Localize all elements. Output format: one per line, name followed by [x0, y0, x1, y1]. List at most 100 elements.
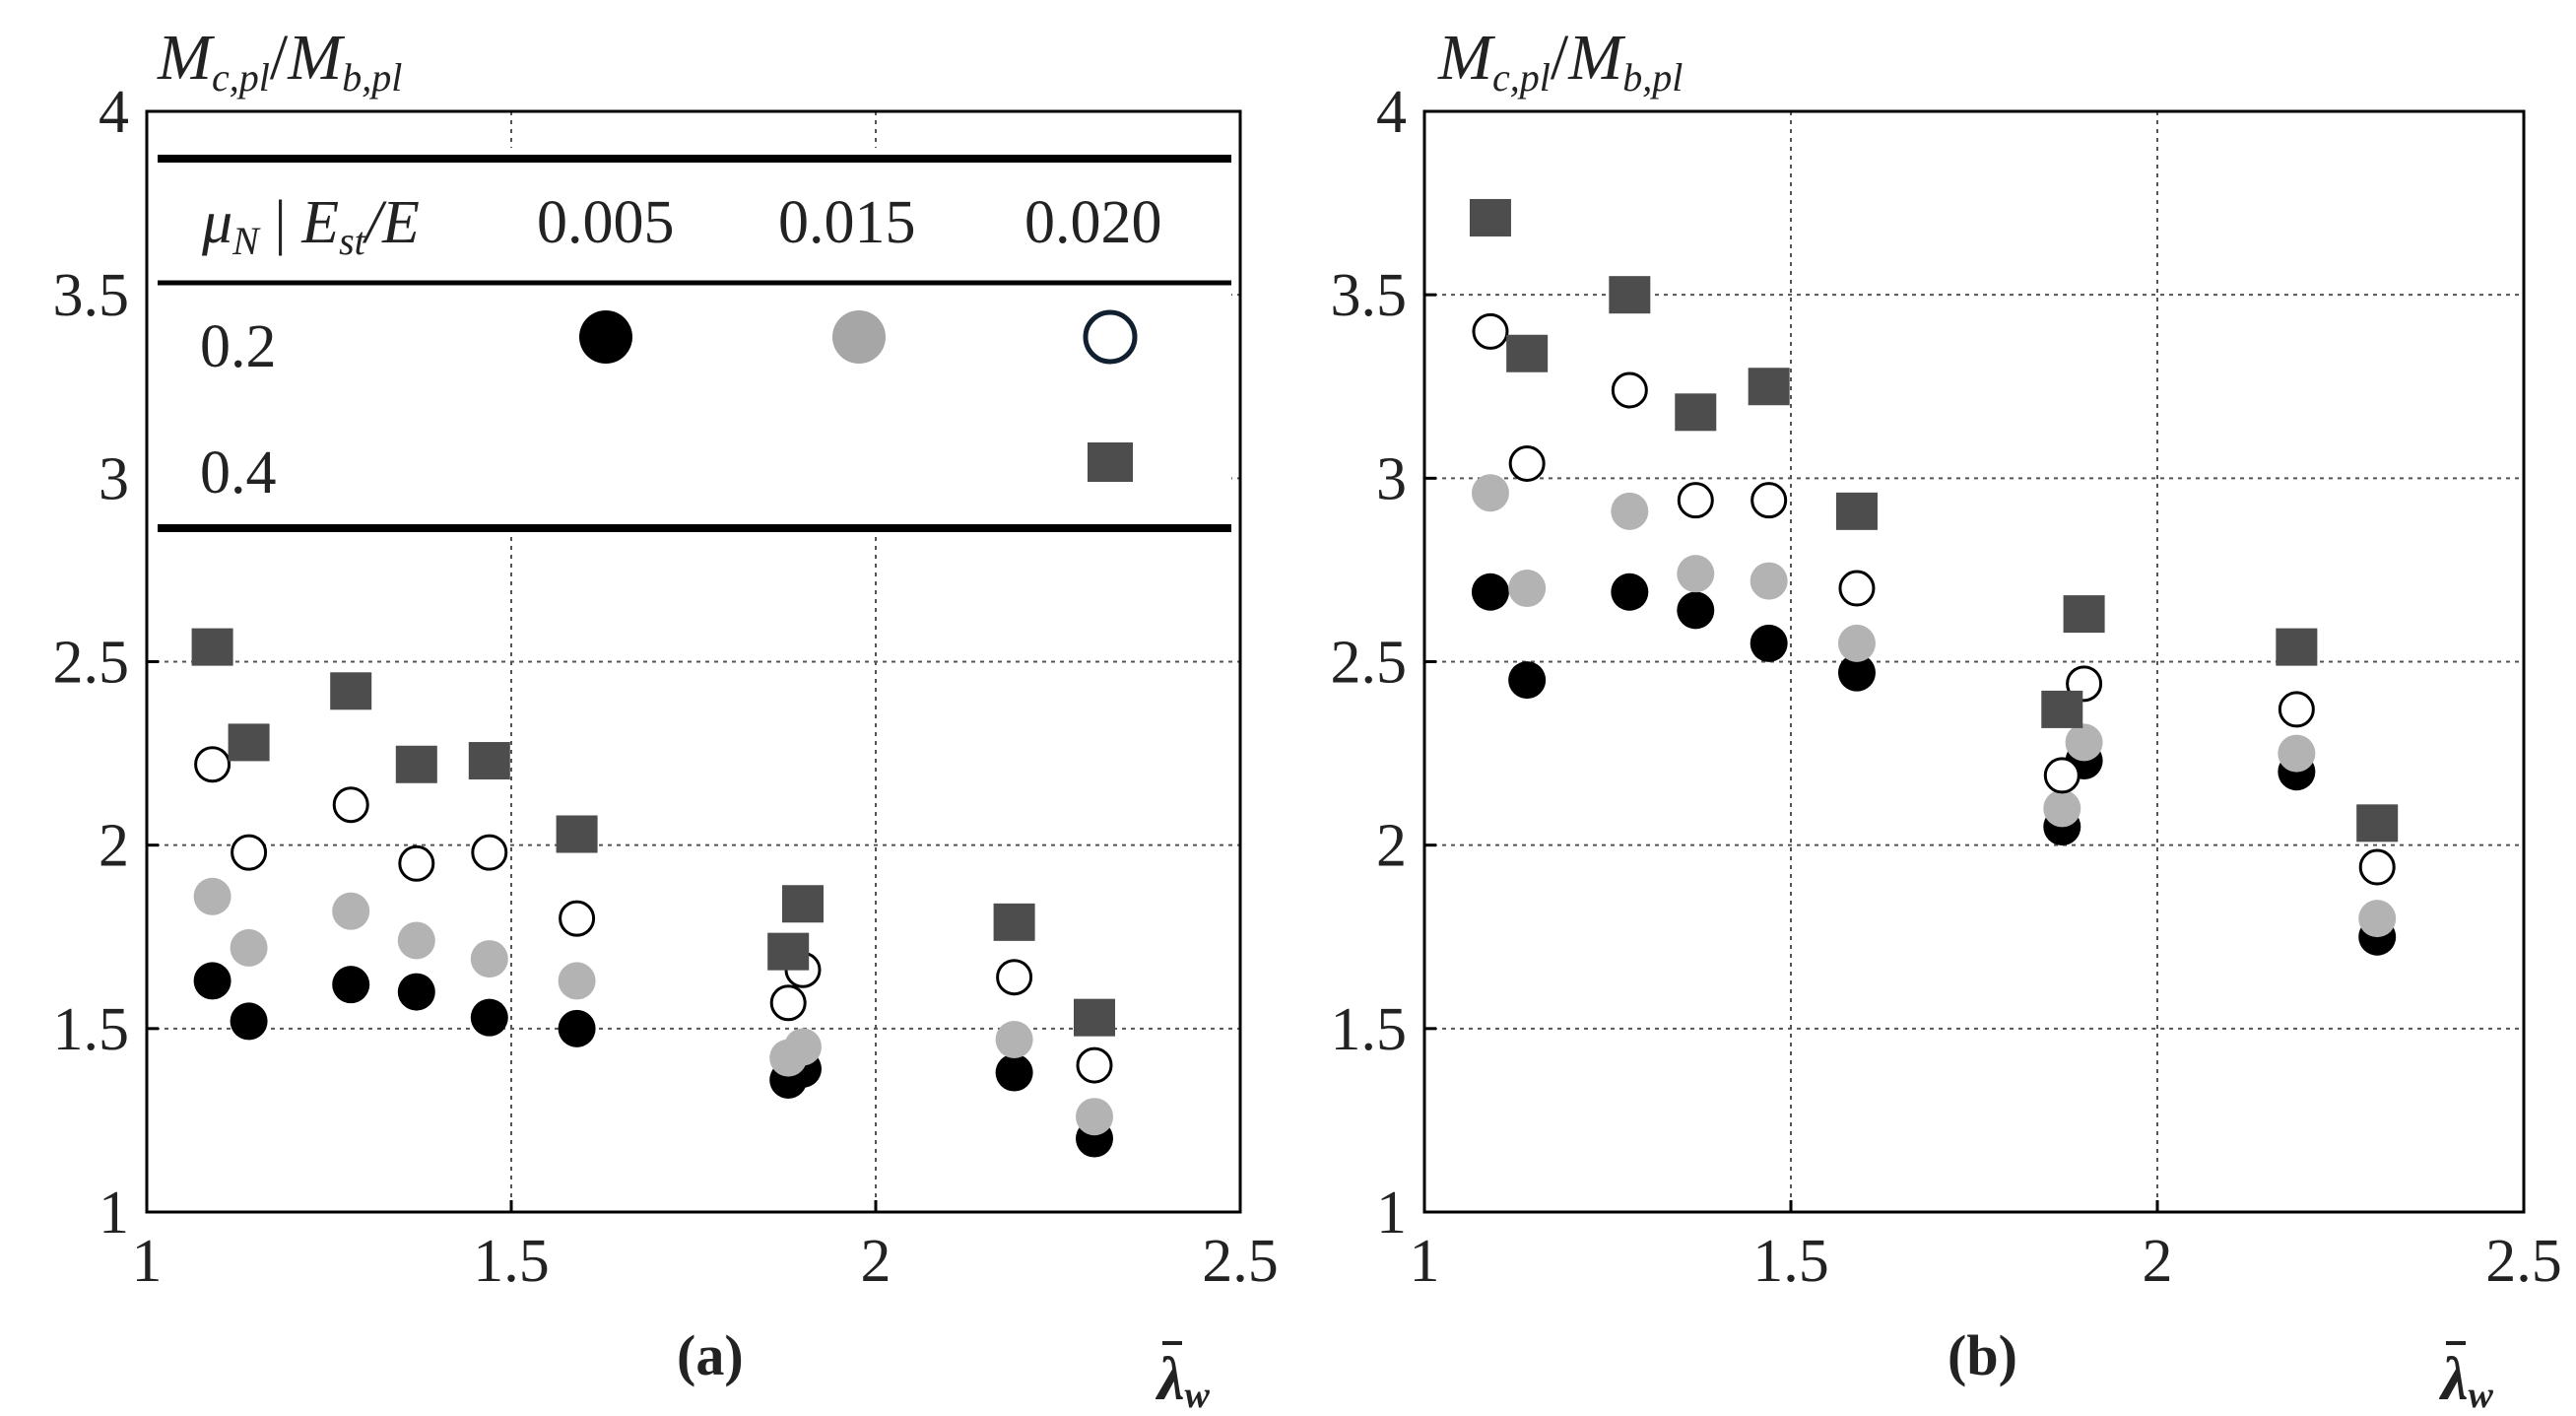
data-point-filled-black-circle	[332, 966, 370, 1004]
legend-background	[148, 148, 1231, 537]
data-point-square	[395, 745, 437, 783]
data-point-open-circle	[471, 834, 508, 871]
y-axis-label-b: Mc,pl/Mb,pl	[1437, 22, 1683, 100]
panel-b: Mc,pl/Mb,pl 1 1.5 2 2.5 3 3.5 4 1 1.5 2 2.5 (b) λw	[1331, 22, 2562, 1416]
data-point-square	[767, 932, 810, 971]
data-point-filled-black-circle	[1837, 653, 1876, 692]
data-point-square	[1748, 368, 1790, 406]
data-point-square	[228, 723, 270, 762]
y-tick-label: 1	[99, 1180, 129, 1247]
data-point-open-circle	[1750, 482, 1788, 519]
y-tick-label: 2	[99, 813, 129, 880]
y-tick-label: 4	[1376, 79, 1407, 146]
panel-label-b: (b)	[1948, 1323, 2017, 1387]
x-tick-label: 1.5	[473, 1228, 550, 1295]
y-tick-label: 3.5	[1331, 262, 1408, 329]
y-tick-label: 4	[99, 79, 129, 146]
legend-col-0-020: 0.020	[1024, 189, 1162, 256]
data-point-filled-gray-circle	[1611, 492, 1649, 530]
data-point-filled-black-circle	[1471, 573, 1509, 611]
legend-marker-black-circle	[579, 310, 632, 364]
plot-frame-a	[145, 109, 1242, 1214]
data-point-open-circle	[1677, 482, 1714, 519]
data-point-open-circle	[1508, 444, 1546, 482]
data-point-open-circle	[332, 786, 369, 824]
data-point-filled-gray-circle	[470, 940, 508, 978]
tick-labels-a: 1 1.5 2 2.5 3 3.5 4 1 1.5 2 2.5	[53, 79, 1279, 1295]
legend-marker-square	[1088, 442, 1133, 482]
data-point-open-circle	[1472, 312, 1509, 350]
y-tick-label: 3	[99, 445, 129, 512]
legend-marker-open-circle	[1083, 309, 1138, 365]
data-point-filled-gray-circle	[2358, 900, 2397, 938]
grid-b	[1424, 111, 2524, 1212]
x-tick-label: 2.5	[2485, 1228, 2562, 1295]
data-point-filled-black-circle	[1750, 624, 1788, 662]
data-point-square	[993, 903, 1035, 941]
plot-frame-b	[1422, 109, 2526, 1214]
data-point-open-circle	[2358, 848, 2396, 886]
data-point-filled-black-circle	[558, 1009, 596, 1047]
data-point-filled-gray-circle	[784, 1028, 822, 1066]
y-tick-label: 3.5	[53, 262, 130, 329]
data-point-square	[191, 628, 233, 666]
legend-col-0-015: 0.015	[778, 189, 916, 256]
legend-row-0-2: 0.2	[200, 313, 277, 380]
y-axis-label-a: Mc,pl/Mb,pl	[157, 22, 402, 100]
data-point-filled-gray-circle	[1750, 562, 1788, 600]
data-point-filled-gray-circle	[558, 962, 596, 1000]
y-tick-label: 2.5	[53, 630, 130, 697]
data-point-filled-black-circle	[193, 962, 231, 1000]
legend-header: μN | Est/E	[201, 189, 420, 263]
x-tick-label: 1	[1410, 1228, 1440, 1295]
y-tick-label: 3	[1376, 445, 1407, 512]
data-point-filled-black-circle	[1508, 661, 1547, 700]
data-point-square	[330, 672, 372, 710]
data-point-filled-gray-circle	[2065, 723, 2103, 762]
legend: μN | Est/E 0.005 0.015 0.020 0.2 0.4	[148, 148, 1231, 537]
x-tick-label: 1	[132, 1228, 163, 1295]
x-tick-label: 2.5	[1202, 1228, 1279, 1295]
data-point-open-circle	[559, 900, 596, 937]
data-point-open-circle	[1838, 570, 1876, 607]
data-point-open-circle	[2043, 757, 2081, 794]
panel-a: Mc,pl/Mb,pl 1 1.5 2 2.5 3 3.5 4 1 1.5 2 2.5 μN | E…	[53, 22, 1279, 1416]
tick-labels-b: 1 1.5 2 2.5 3 3.5 4 1 1.5 2 2.5	[1331, 79, 2562, 1295]
x-tick-label: 2	[2143, 1228, 2173, 1295]
y-tick-label: 2.5	[1331, 630, 1408, 697]
data-point-square	[556, 815, 598, 853]
data-point-open-circle	[1076, 1046, 1113, 1084]
data-point-square	[2063, 595, 2105, 634]
data-points-a	[191, 628, 1115, 1158]
data-point-open-circle	[2278, 691, 2315, 728]
data-point-filled-black-circle	[1677, 591, 1715, 630]
data-point-square	[1506, 334, 1549, 372]
svg-text:λw: λw	[1155, 1346, 1211, 1416]
grid-a	[147, 111, 1240, 1212]
x-tick-label: 2	[861, 1228, 892, 1295]
data-point-filled-black-circle	[1611, 573, 1649, 611]
data-point-filled-black-circle	[230, 1002, 268, 1041]
data-point-filled-black-circle	[397, 973, 435, 1011]
data-point-filled-gray-circle	[2278, 734, 2316, 773]
legend-marker-gray-circle	[832, 310, 886, 364]
data-point-square	[468, 742, 510, 780]
data-point-filled-gray-circle	[1471, 474, 1509, 512]
data-point-square	[1675, 393, 1717, 432]
data-point-filled-gray-circle	[1837, 624, 1876, 662]
data-point-square	[2276, 628, 2318, 666]
data-point-filled-gray-circle	[1677, 555, 1715, 593]
data-point-filled-gray-circle	[1076, 1098, 1113, 1136]
data-point-square	[1835, 492, 1878, 530]
data-point-filled-gray-circle	[2043, 789, 2081, 828]
data-point-filled-black-circle	[470, 998, 508, 1037]
panel-label-a: (a)	[677, 1323, 744, 1387]
y-tick-label: 1.5	[1331, 996, 1408, 1063]
data-point-open-circle	[231, 834, 268, 871]
data-point-square	[2356, 804, 2399, 843]
data-point-open-circle	[194, 746, 231, 783]
y-tick-label: 1.5	[53, 996, 130, 1063]
data-point-open-circle	[1611, 371, 1648, 409]
data-point-filled-gray-circle	[193, 877, 231, 915]
